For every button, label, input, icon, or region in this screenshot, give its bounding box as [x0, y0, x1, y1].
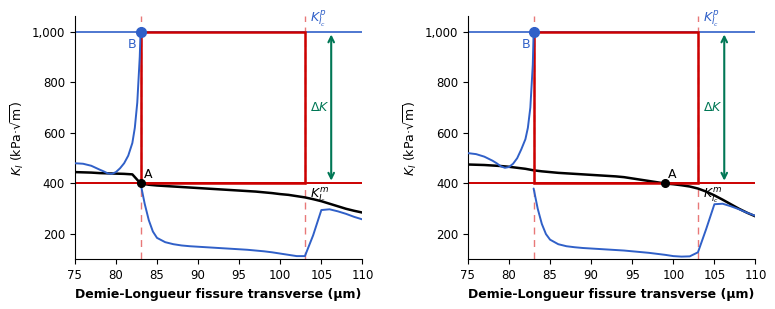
- Text: $K_{I_c}^p$: $K_{I_c}^p$: [310, 9, 326, 29]
- Y-axis label: $K_I$ (kPa·$\sqrt{\mathrm{m}}$): $K_I$ (kPa·$\sqrt{\mathrm{m}}$): [9, 100, 26, 176]
- Text: $K_{I_c}^m$: $K_{I_c}^m$: [703, 186, 722, 205]
- Text: $K_{I_c}^m$: $K_{I_c}^m$: [310, 186, 329, 205]
- Text: $K_{I_c}^p$: $K_{I_c}^p$: [703, 9, 719, 29]
- Text: B: B: [522, 38, 530, 51]
- Text: B: B: [128, 38, 137, 51]
- X-axis label: Demie-Longueur fissure transverse (μm): Demie-Longueur fissure transverse (μm): [469, 288, 755, 301]
- Text: A: A: [668, 168, 677, 181]
- Text: $\Delta K$: $\Delta K$: [703, 101, 722, 114]
- Y-axis label: $K_I$ (kPa·$\sqrt{\mathrm{m}}$): $K_I$ (kPa·$\sqrt{\mathrm{m}}$): [401, 100, 419, 176]
- Bar: [140, 32, 305, 184]
- Text: A: A: [143, 168, 152, 181]
- Bar: [534, 32, 698, 184]
- Text: $\Delta K$: $\Delta K$: [310, 101, 329, 114]
- X-axis label: Demie-Longueur fissure transverse (μm): Demie-Longueur fissure transverse (μm): [75, 288, 362, 301]
